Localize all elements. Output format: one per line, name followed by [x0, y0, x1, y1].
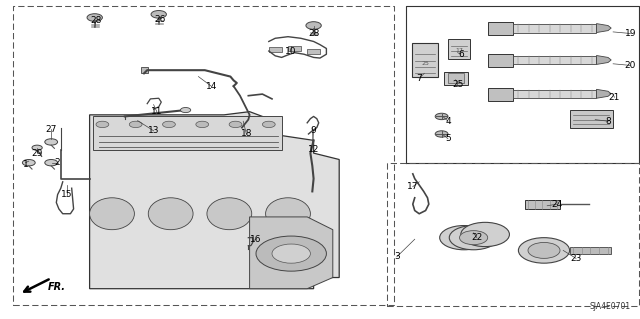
Text: 15: 15 [61, 190, 73, 199]
Bar [448, 73, 464, 83]
Ellipse shape [266, 198, 310, 230]
Circle shape [45, 139, 58, 145]
Text: 22: 22 [471, 233, 483, 242]
Bar [448, 39, 470, 59]
Text: 10: 10 [285, 47, 297, 56]
Bar [288, 46, 301, 51]
Polygon shape [250, 217, 333, 289]
Ellipse shape [148, 198, 193, 230]
Text: 9: 9 [311, 126, 316, 135]
Text: 7: 7 [417, 74, 422, 83]
Text: 8: 8 [605, 117, 611, 126]
Circle shape [449, 226, 498, 250]
Polygon shape [596, 24, 611, 33]
Text: 20: 20 [625, 61, 636, 70]
Bar [513, 90, 596, 98]
Circle shape [96, 121, 109, 128]
Text: FR.: FR. [48, 282, 66, 292]
Text: 11: 11 [151, 107, 163, 116]
Circle shape [22, 160, 35, 166]
Text: 14: 14 [205, 82, 217, 91]
Bar [141, 67, 148, 73]
Text: 29: 29 [31, 149, 43, 158]
Text: 21: 21 [609, 93, 620, 102]
Circle shape [129, 121, 142, 128]
Text: 16: 16 [250, 235, 262, 244]
Text: 13: 13 [148, 126, 159, 135]
Circle shape [440, 226, 488, 250]
Bar [570, 247, 611, 254]
Circle shape [272, 244, 310, 263]
Circle shape [196, 121, 209, 128]
Text: 4: 4 [445, 117, 451, 126]
Text: 28: 28 [90, 16, 102, 25]
Polygon shape [93, 116, 282, 150]
Circle shape [306, 22, 321, 29]
Circle shape [87, 14, 102, 21]
Bar [307, 49, 320, 54]
Polygon shape [596, 89, 611, 98]
Circle shape [180, 108, 191, 113]
Text: SJA4E0701: SJA4E0701 [589, 302, 630, 311]
Circle shape [151, 11, 166, 18]
Text: 24: 24 [551, 200, 563, 209]
Text: 5: 5 [445, 134, 451, 143]
Circle shape [435, 113, 448, 120]
Circle shape [256, 236, 326, 271]
Text: 2: 2 [55, 158, 60, 167]
Bar [488, 88, 513, 101]
Bar [488, 54, 513, 67]
Text: 17: 17 [407, 182, 419, 191]
Text: 23: 23 [570, 254, 582, 263]
Ellipse shape [90, 198, 134, 230]
Bar [525, 200, 560, 209]
Circle shape [163, 121, 175, 128]
Text: 19: 19 [625, 29, 636, 38]
Ellipse shape [207, 198, 252, 230]
Polygon shape [596, 56, 611, 64]
Bar [513, 24, 596, 33]
Bar [269, 47, 282, 52]
Text: 17: 17 [455, 48, 463, 53]
Text: 6: 6 [458, 50, 463, 59]
Circle shape [460, 231, 488, 245]
Circle shape [32, 145, 42, 150]
Circle shape [262, 121, 275, 128]
Text: 12: 12 [308, 145, 319, 154]
Bar [444, 72, 468, 85]
Text: 25: 25 [452, 80, 463, 89]
Text: 28: 28 [308, 29, 319, 38]
Polygon shape [90, 112, 339, 289]
Circle shape [229, 121, 242, 128]
Text: 27: 27 [45, 125, 57, 134]
Circle shape [435, 131, 448, 137]
Text: 18: 18 [241, 130, 252, 138]
Circle shape [518, 238, 570, 263]
Text: 1: 1 [23, 160, 28, 169]
Bar [513, 56, 596, 64]
Text: 26: 26 [154, 15, 166, 24]
Circle shape [45, 160, 58, 166]
Bar [488, 22, 513, 35]
Bar [412, 43, 438, 77]
Circle shape [528, 242, 560, 258]
Bar [570, 110, 613, 128]
Text: 25: 25 [421, 61, 429, 66]
Text: 3: 3 [394, 252, 399, 261]
Circle shape [461, 222, 509, 247]
